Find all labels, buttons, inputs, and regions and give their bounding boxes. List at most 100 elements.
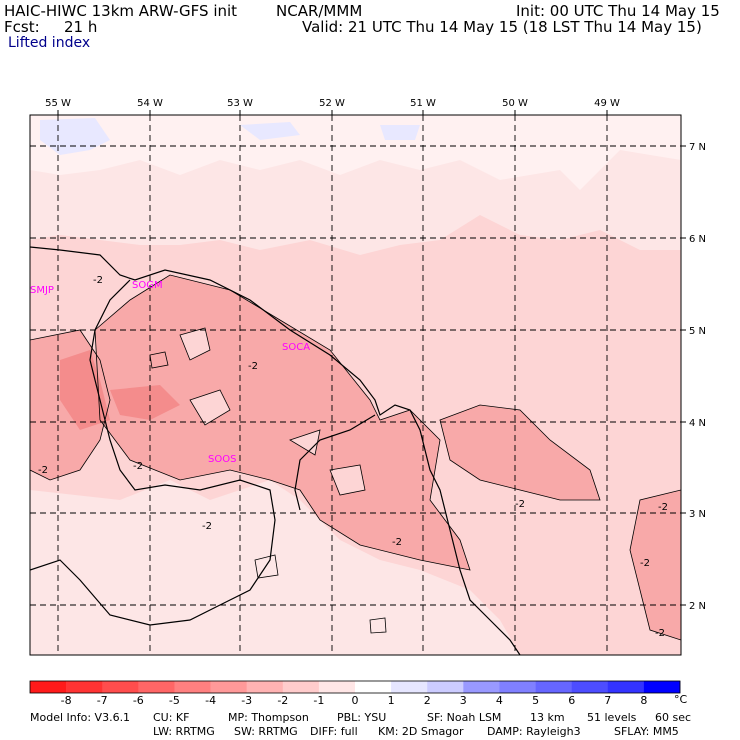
lat-label-3n: 3 N [689, 509, 706, 520]
lon-label-53w: 53 W [227, 98, 253, 109]
lon-label-51w: 51 W [410, 98, 436, 109]
colorbar-swatch [318, 681, 356, 693]
colorbar-tick-label: -4 [205, 694, 217, 707]
coastline-borders [30, 246, 521, 655]
station-soca: SOCA [282, 342, 310, 353]
colorbar-tick-label: -8 [60, 694, 72, 707]
field-medium-east [440, 405, 600, 500]
plot-frame [29, 114, 682, 656]
station-sogm: SOGM [132, 280, 163, 291]
field-light-south [30, 480, 520, 655]
footer-pbl: PBL: YSU [337, 711, 387, 724]
lat-label-2n: 2 N [689, 601, 706, 612]
colorbar-unit: °C [674, 693, 688, 706]
colorbar-tick-label: -2 [277, 694, 289, 707]
field-medium-southeast [630, 490, 681, 640]
init-time: Init: 00 UTC Thu 14 May 15 [516, 2, 720, 20]
footer-sw: SW: RRTMG [234, 725, 298, 738]
model-title: HAIC-HIWC 13km ARW-GFS init [4, 2, 238, 20]
contour-label: -2 [248, 361, 258, 372]
field-darker-2 [110, 385, 180, 420]
colorbar-swatch [463, 681, 500, 693]
colorbar-tick-label: 0 [351, 694, 359, 707]
footer-damp: DAMP: Rayleigh3 [487, 725, 581, 738]
colorbar-swatch [30, 681, 67, 693]
lon-ticks [57, 110, 608, 115]
field-hole-4 [290, 430, 320, 455]
colorbar-tick-label: 2 [423, 694, 431, 707]
colorbar-tick-label: 5 [532, 694, 540, 707]
fcst-label: Fcst: [4, 18, 40, 36]
colorbar-swatch [499, 681, 536, 693]
colorbar-tick-label: 3 [459, 694, 467, 707]
colorbar-tick-label: 7 [604, 694, 612, 707]
colorbar-tick-label: 1 [387, 694, 395, 707]
footer-model-info: Model Info: V3.6.1 [30, 711, 131, 724]
variable-name: Lifted index [8, 35, 91, 51]
contour-label: -2 [202, 521, 212, 532]
field-hole-3 [330, 465, 365, 495]
footer-levels: 51 levels [587, 711, 637, 724]
colorbar-swatch [174, 681, 211, 693]
lat-label-5n: 5 N [689, 326, 706, 337]
colorbar-swatch [138, 681, 175, 693]
lon-label-52w: 52 W [319, 98, 345, 109]
lon-label-54w: 54 W [137, 98, 163, 109]
lon-label-50w: 50 W [502, 98, 528, 109]
field-hole-1 [180, 328, 210, 360]
contour-label: -2 [392, 537, 402, 548]
colorbar-swatch [391, 681, 428, 693]
footer-timestep: 60 sec [655, 711, 692, 724]
valid-time: Valid: 21 UTC Thu 14 May 15 (18 LST Thu … [302, 18, 702, 36]
footer-lw: LW: RRTMG [153, 725, 215, 738]
colorbar-frame [29, 680, 681, 694]
lon-label-55w: 55 W [45, 98, 71, 109]
colorbar-swatch [607, 681, 645, 693]
footer-resolution: 13 km [530, 711, 565, 724]
field-bluish-2 [240, 122, 300, 140]
colorbar-swatch [102, 681, 139, 693]
colorbar-tick-label: 8 [640, 694, 648, 707]
colorbar-tick-label: -3 [241, 694, 253, 707]
colorbar-swatch [643, 681, 681, 693]
colorbar-tick-label: 4 [495, 694, 503, 707]
field-verylight-north [30, 115, 681, 190]
contour-label: -2 [658, 502, 668, 513]
contour-label: -2 [640, 558, 650, 569]
colorbar-swatch [535, 681, 572, 693]
colorbar-swatch [210, 681, 247, 693]
colorbar-swatch [282, 681, 320, 693]
colorbar-tick-label: -7 [96, 694, 108, 707]
graticule [30, 115, 681, 655]
contour-label: -2 [515, 499, 525, 510]
contour-label: -2 [93, 275, 103, 286]
colorbar-swatch [246, 681, 284, 693]
lat-ticks [681, 145, 686, 606]
colorbar-swatch [355, 681, 392, 693]
lon-label-49w: 49 W [594, 98, 620, 109]
field-bluish-3 [380, 125, 420, 140]
footer-km: KM: 2D Smagor [378, 725, 464, 738]
field-darker-1 [60, 350, 110, 430]
lat-label-6n: 6 N [689, 234, 706, 245]
colorbar-swatch [427, 681, 464, 693]
colorbar-tick-label: -5 [168, 694, 180, 707]
org-label: NCAR/MMM [276, 2, 363, 20]
footer-sf: SF: Noah LSM [427, 711, 502, 724]
footer-cu: CU: KF [153, 711, 190, 724]
colorbar [29, 680, 681, 694]
lat-label-7n: 7 N [689, 142, 706, 153]
station-smjp: SMJP [30, 285, 54, 296]
colorbar-tick-label: -6 [132, 694, 144, 707]
fcst-value: 21 h [64, 18, 98, 36]
contour-label: -2 [38, 465, 48, 476]
footer-mp: MP: Thompson [228, 711, 309, 724]
colorbar-swatch [571, 681, 609, 693]
footer-diff: DIFF: full [310, 725, 358, 738]
station-soos: SOOS [208, 454, 236, 465]
contour-label: -2 [655, 628, 665, 639]
colorbar-tick-label: 6 [568, 694, 576, 707]
footer-sflay: SFLAY: MM5 [614, 725, 679, 738]
colorbar-tick-label: -1 [313, 694, 325, 707]
